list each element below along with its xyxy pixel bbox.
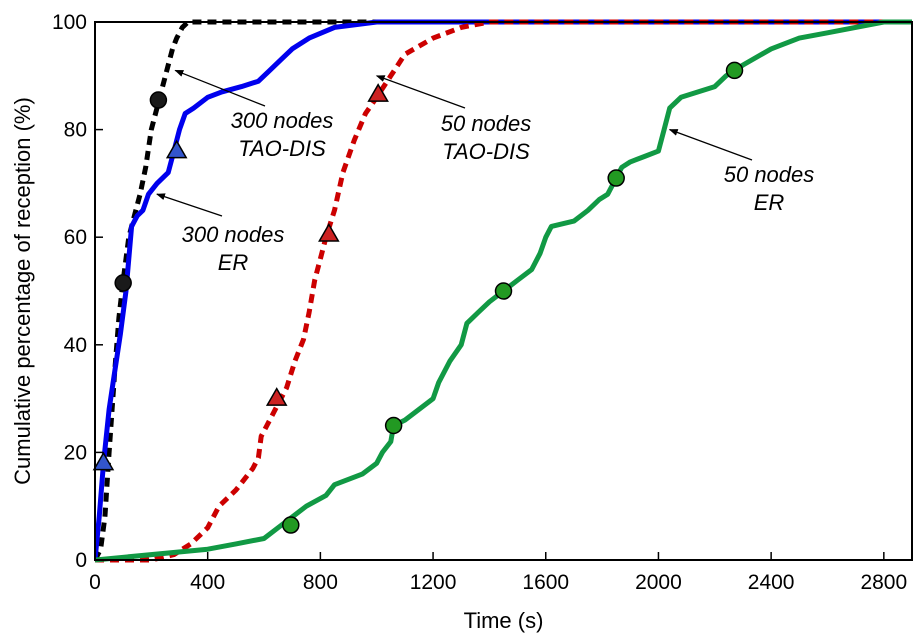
annotation-label-3-line-0: 50 nodes xyxy=(724,162,815,187)
annotation-arrow-2 xyxy=(375,75,466,109)
series-3-marker-1 xyxy=(384,416,403,435)
y-tick-label-5: 100 xyxy=(52,11,87,34)
x-tick-label-7: 2800 xyxy=(860,571,907,594)
marker-layer xyxy=(92,61,744,534)
annotation-arrow-1 xyxy=(156,193,223,217)
y-tick-label-2: 40 xyxy=(64,334,87,357)
y-tick-label-3: 60 xyxy=(64,226,87,249)
series-3-marker-0 xyxy=(282,516,300,534)
series-1-marker-1 xyxy=(165,139,188,159)
series-0-marker-0 xyxy=(114,274,132,292)
series-line-2 xyxy=(95,19,912,563)
x-tick-label-3: 1200 xyxy=(410,571,457,594)
y-tick-label-1: 20 xyxy=(64,441,87,464)
annotation-arrow-3 xyxy=(668,128,753,161)
series-3-marker-2 xyxy=(494,282,513,300)
annotation-label-1-line-1: ER xyxy=(218,250,249,275)
series-line-3 xyxy=(95,19,912,563)
y-axis-title: Cumulative percentage of reception (%) xyxy=(10,97,35,485)
annotation-label-3-line-1: ER xyxy=(754,190,785,215)
x-axis: 0 400 800 1200 1600 2000 2400 2800 xyxy=(89,552,907,594)
x-tick-label-1: 400 xyxy=(190,571,225,594)
annotation-label-0-line-1: TAO-DIS xyxy=(238,136,326,161)
x-tick-label-4: 1600 xyxy=(522,571,569,594)
series-3-marker-4 xyxy=(725,61,744,80)
series-3-marker-3 xyxy=(607,169,625,187)
x-axis-title: Time (s) xyxy=(464,608,544,633)
annotation-label-0-line-0: 300 nodes xyxy=(231,108,334,133)
x-tick-label-6: 2400 xyxy=(748,571,795,594)
annotation-label-2-line-1: TAO-DIS xyxy=(442,139,530,164)
y-tick-label-0: 0 xyxy=(75,549,87,572)
annotation-layer: 300 nodes TAO-DIS 300 nodes ER 50 nodes TAO-D… xyxy=(156,69,815,275)
annotation-label-2-line-0: 50 nodes xyxy=(441,111,532,136)
annotation-arrow-0 xyxy=(174,69,266,107)
series-2-marker-0 xyxy=(265,387,288,406)
series-2-marker-2 xyxy=(367,83,389,102)
plot-frame xyxy=(94,21,913,561)
x-tick-label-0: 0 xyxy=(89,571,101,594)
x-tick-label-2: 800 xyxy=(303,571,338,594)
series-1-marker-0 xyxy=(92,451,115,471)
annotation-label-1-line-0: 300 nodes xyxy=(182,222,285,247)
y-axis: 0 20 40 60 80 100 xyxy=(52,11,103,572)
series-0-marker-1 xyxy=(149,91,168,109)
y-tick-label-4: 80 xyxy=(64,119,87,142)
series-2-marker-1 xyxy=(318,223,340,242)
x-tick-label-5: 2000 xyxy=(635,571,682,594)
series-line-0 xyxy=(95,19,912,562)
